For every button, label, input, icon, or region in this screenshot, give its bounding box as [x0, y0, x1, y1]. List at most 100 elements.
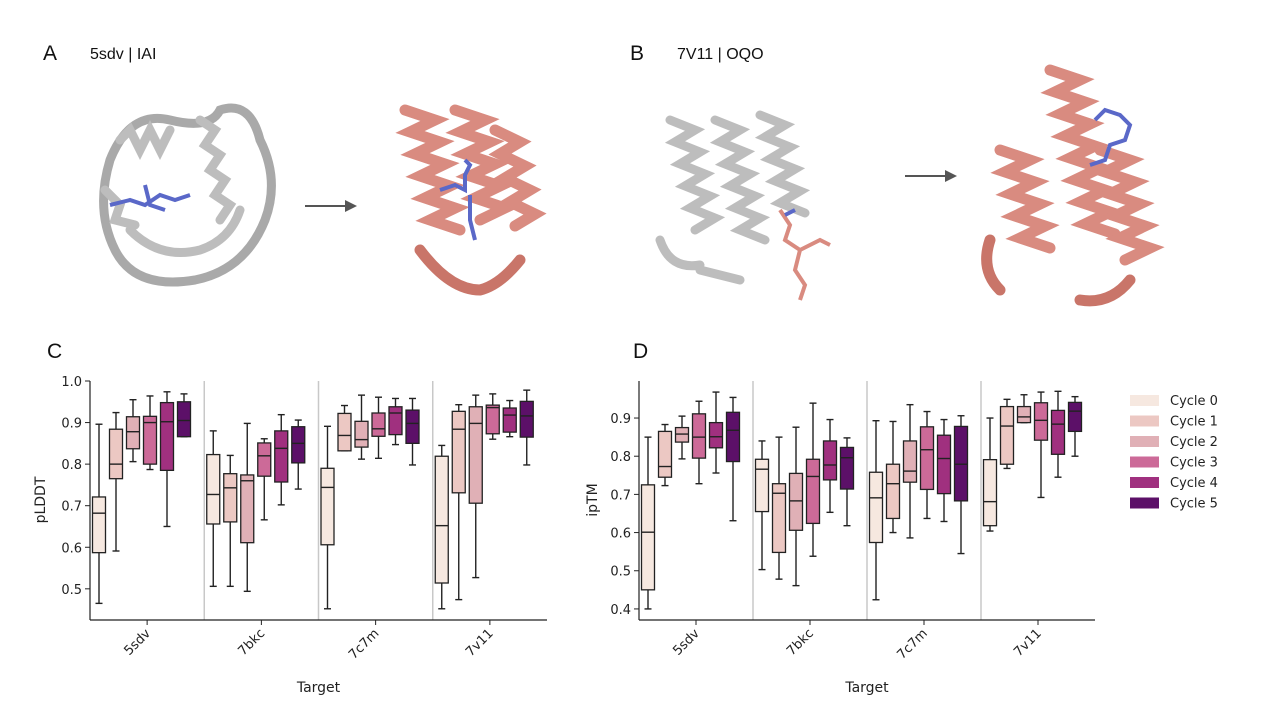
box-cycle-3	[142, 395, 158, 471]
box-cycle-0	[434, 444, 449, 610]
box-cycle-2	[788, 426, 804, 587]
box-iqr	[1050, 409, 1066, 455]
x-axis-label: Target	[296, 680, 341, 696]
box-iqr	[822, 440, 838, 481]
box-iqr	[388, 406, 403, 436]
box-cycle-2	[674, 415, 690, 460]
box-cycle-4	[708, 391, 724, 474]
box-cycle-5	[725, 396, 741, 522]
legend-swatch	[1130, 436, 1159, 447]
box-cycle-1	[657, 423, 673, 487]
y-tick-label: 0.6	[61, 541, 82, 556]
y-tick-label: 1.0	[61, 375, 82, 390]
legend-label: Cycle 1	[1170, 415, 1218, 430]
box-cycle-1	[885, 420, 901, 534]
box-iqr	[708, 421, 724, 449]
box-cycle-4	[502, 399, 517, 438]
box-iqr	[405, 409, 420, 444]
box-cycle-3	[691, 400, 707, 485]
box-cycle-3	[805, 402, 821, 557]
x-tick-label: 7v11	[463, 626, 497, 660]
box-cycle-5	[176, 393, 192, 438]
box-iqr	[502, 407, 517, 433]
ligand-7v11-docked	[1089, 107, 1133, 167]
box-iqr	[274, 430, 289, 483]
structure-7v11-after	[981, 64, 1165, 307]
x-axis-label: Target	[844, 680, 889, 696]
structure-illustrations	[99, 64, 1165, 307]
box-cycle-0	[982, 417, 998, 532]
box-iqr	[434, 455, 449, 584]
box-iqr	[485, 404, 500, 435]
box-cycle-4	[1050, 390, 1066, 478]
box-cycle-2	[354, 394, 369, 460]
box-cycle-2	[468, 394, 483, 579]
legend: Cycle 0 Cycle 1 Cycle 2 Cycle 3 Cycle 4 Cycle…	[1130, 394, 1218, 512]
legend-label: Cycle 2	[1170, 435, 1218, 450]
box-iqr	[657, 430, 673, 478]
box-iqr	[176, 401, 192, 438]
y-tick-label: 0.5	[610, 565, 631, 580]
box-iqr	[868, 471, 884, 544]
box-cycle-3	[371, 396, 386, 460]
box-iqr	[754, 458, 770, 513]
structure-5sdv-after	[395, 104, 547, 296]
x-tick-label: 7bkc	[784, 626, 817, 659]
y-axis-label: pLDDT	[33, 476, 49, 523]
y-tick-label: 0.8	[610, 450, 631, 465]
y-tick-label: 0.6	[610, 527, 631, 542]
box-iqr	[982, 458, 998, 527]
box-iqr	[291, 426, 306, 464]
box-iqr	[223, 473, 238, 523]
ligand-5sdv	[109, 184, 191, 212]
box-cycle-5	[953, 415, 969, 555]
box-cycle-1	[771, 436, 787, 580]
box-cycle-4	[936, 418, 952, 523]
legend-swatch	[1130, 415, 1159, 427]
legend-label: Cycle 3	[1170, 456, 1218, 471]
y-tick-label: 0.9	[610, 412, 631, 427]
box-iqr	[206, 453, 221, 525]
box-cycle-0	[206, 430, 221, 588]
box-cycle-2	[1016, 394, 1032, 424]
box-iqr	[919, 426, 935, 491]
box-cycle-4	[274, 413, 289, 506]
box-iqr	[337, 412, 352, 452]
x-tick-label: 7bkc	[236, 626, 269, 659]
panel-label-a: A	[43, 42, 58, 65]
box-cycle-1	[108, 411, 124, 552]
box-iqr	[725, 411, 741, 463]
box-cycle-3	[919, 410, 935, 520]
box-iqr	[771, 483, 787, 554]
legend-swatch	[1130, 395, 1159, 406]
box-iqr	[142, 415, 158, 465]
chart-c: 0.5 0.6 0.7 0.8 0.9 1.0 5sdv 7bkc 7c7m 7v11 Target…	[33, 375, 547, 696]
panel-label-b: B	[630, 42, 645, 65]
box-iqr	[1033, 402, 1049, 441]
panel-a-title: 5sdv | IAI	[90, 46, 157, 63]
x-tick-label: 5sdv	[121, 626, 154, 659]
box-cycle-4	[159, 391, 175, 528]
box-iqr	[691, 413, 707, 459]
box-iqr	[91, 496, 107, 554]
box-cycle-0	[320, 425, 335, 610]
ligand-5sdv-docked	[439, 158, 477, 241]
box-iqr	[936, 434, 952, 495]
box-iqr	[788, 472, 804, 531]
legend-swatch	[1130, 497, 1159, 509]
box-iqr	[320, 467, 335, 546]
legend-label: Cycle 5	[1170, 497, 1218, 512]
chart-d: 0.4 0.5 0.6 0.7 0.8 0.9 5sdv 7bkc 7c7m 7v11 Target…	[585, 381, 1095, 696]
structure-5sdv-before	[99, 103, 276, 287]
box-iqr	[354, 420, 369, 448]
box-cycle-5	[1067, 395, 1083, 457]
box-cycle-3	[1033, 391, 1049, 499]
box-iqr	[371, 412, 386, 437]
y-tick-label: 0.8	[61, 458, 82, 473]
panel-label-c: C	[47, 340, 63, 363]
legend-swatch	[1130, 456, 1159, 468]
box-iqr	[902, 440, 918, 483]
box-cycle-2	[240, 422, 255, 593]
panel-label-d: D	[633, 340, 649, 363]
